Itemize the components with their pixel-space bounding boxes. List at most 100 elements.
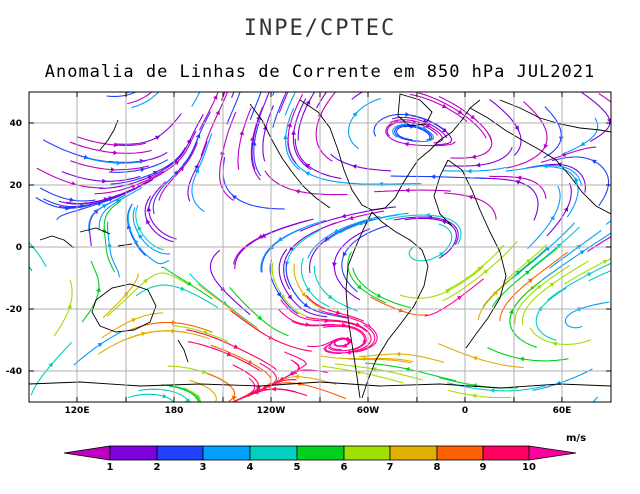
streamline — [442, 241, 518, 302]
streamline-arrowhead — [470, 114, 476, 120]
colorbar-label-2: 2 — [154, 462, 161, 473]
streamline-arrowhead — [162, 393, 168, 399]
streamline — [442, 166, 507, 172]
streamline-arrowhead — [280, 294, 285, 300]
streamline-arrowhead — [101, 204, 107, 209]
streamline-arrowhead — [525, 258, 531, 264]
streamline-arrowhead — [113, 150, 118, 155]
streamline — [418, 92, 487, 139]
streamline-arrowhead — [294, 374, 299, 380]
streamline — [272, 92, 287, 128]
streamline-arrowhead — [425, 212, 430, 218]
streamline — [409, 93, 468, 123]
streamline — [247, 388, 308, 397]
streamline-arrowhead — [283, 134, 288, 140]
streamline-arrowhead — [131, 318, 137, 323]
streamline-arrowhead — [342, 251, 348, 257]
streamline — [102, 273, 140, 319]
streamline — [529, 327, 592, 345]
streamline — [106, 272, 188, 317]
streamline — [187, 341, 262, 373]
streamline — [283, 222, 337, 290]
streamline — [395, 125, 431, 141]
streamline-arrowhead — [261, 385, 267, 390]
lon-tick-0: 0 — [462, 406, 468, 416]
streamline — [35, 197, 91, 209]
streamline-arrowhead — [251, 140, 257, 146]
map-border — [28, 91, 612, 403]
lon-tick-60w: 60W — [357, 406, 380, 416]
streamline — [284, 92, 296, 116]
streamline-arrowhead — [404, 141, 409, 147]
streamline — [541, 232, 611, 281]
streamline-arrowhead — [67, 303, 72, 309]
streamline — [444, 147, 513, 167]
streamline — [487, 347, 569, 362]
streamline-arrowhead — [327, 294, 333, 300]
streamline — [393, 124, 433, 142]
streamline-arrowhead — [527, 278, 533, 284]
streamline — [220, 92, 226, 101]
streamline-arrowhead — [591, 159, 597, 164]
streamline — [358, 353, 445, 363]
streamline-arrowhead — [332, 262, 337, 267]
streamline — [231, 364, 260, 402]
coastline-segment — [99, 119, 119, 151]
streamline — [505, 165, 583, 187]
streamline-arrowhead — [305, 171, 311, 176]
streamline-arrowhead — [226, 351, 232, 357]
streamline — [509, 280, 542, 348]
streamline-arrowhead — [231, 195, 237, 200]
streamline-arrowhead — [187, 281, 193, 286]
lon-tick-120e: 120E — [65, 406, 90, 416]
streamline — [287, 93, 304, 164]
streamline — [94, 170, 165, 195]
streamline-arrowhead — [483, 269, 489, 275]
streamline — [187, 141, 208, 202]
colorbar-label-9: 9 — [480, 462, 487, 473]
graticule — [29, 92, 611, 402]
streamline — [73, 331, 122, 366]
streamline-arrowhead — [404, 187, 410, 193]
streamline — [365, 362, 457, 382]
streamline — [237, 107, 252, 170]
streamline — [294, 138, 342, 180]
streamline-arrowhead — [194, 168, 200, 174]
streamline-arrowhead — [195, 133, 201, 139]
streamline — [108, 159, 168, 173]
streamline-arrowhead — [134, 239, 139, 245]
streamline — [334, 363, 424, 381]
streamline-arrowhead — [346, 336, 352, 342]
streamline-arrowhead — [185, 398, 191, 402]
streamline-arrowhead — [445, 289, 451, 294]
streamline-arrowhead — [153, 86, 158, 91]
streamline-arrowhead — [493, 290, 499, 296]
streamline — [127, 203, 146, 256]
streamline — [260, 219, 326, 273]
streamline-arrowhead — [155, 135, 161, 140]
streamline — [385, 214, 462, 245]
streamline — [135, 204, 164, 251]
streamline — [135, 284, 219, 309]
streamline — [39, 187, 96, 202]
streamline-arrowhead — [352, 164, 357, 169]
streamline-arrowhead — [276, 292, 281, 297]
streamline — [322, 365, 404, 384]
streamline-arrowhead — [395, 351, 401, 357]
streamline — [101, 312, 164, 339]
streamline-arrowhead — [543, 143, 549, 149]
streamline — [229, 287, 289, 337]
coastline-segment — [361, 211, 429, 399]
streamline-arrowhead — [146, 206, 152, 212]
streamline-arrowhead — [341, 213, 347, 219]
streamline-arrowhead — [48, 362, 54, 368]
streamline-arrowhead — [137, 225, 142, 231]
streamline — [512, 222, 575, 279]
colorbar-swatch — [436, 445, 484, 461]
streamline — [293, 263, 327, 311]
streamline-arrowhead — [430, 174, 436, 180]
streamline-arrowhead — [574, 177, 579, 183]
streamline — [297, 92, 316, 141]
coastline-segment — [345, 211, 373, 399]
streamline-arrowhead — [471, 393, 477, 399]
